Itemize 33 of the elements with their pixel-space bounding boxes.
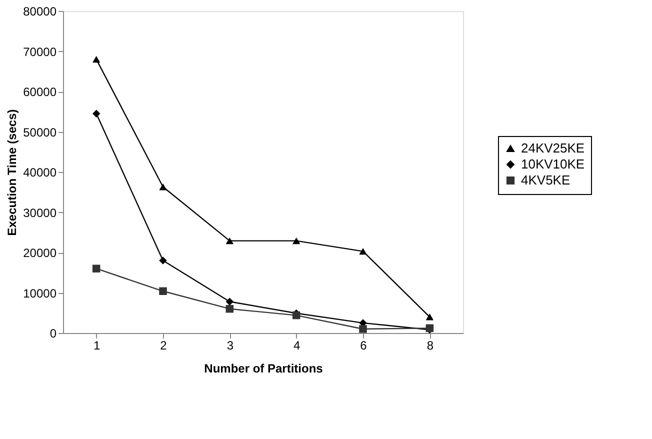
x-tick-label: 6 xyxy=(360,338,368,352)
point xyxy=(159,287,167,296)
x-tick-label: 4 xyxy=(293,338,300,352)
point xyxy=(226,298,234,306)
point xyxy=(226,237,234,244)
y-tick-label: 40000 xyxy=(23,166,57,180)
y-tick-label: 20000 xyxy=(23,246,57,260)
point xyxy=(426,314,434,320)
point xyxy=(292,237,300,244)
x-tick-label: 8 xyxy=(426,338,434,352)
y-axis-title: Execution Time (secs) xyxy=(5,109,20,236)
point xyxy=(226,304,234,313)
point xyxy=(159,256,167,264)
legend-label: 10KV10KE xyxy=(521,156,585,172)
y-tick-label: 60000 xyxy=(23,85,57,99)
x-tick-label: 3 xyxy=(226,338,234,352)
point xyxy=(92,56,100,63)
y-tick-label: 0 xyxy=(50,326,57,340)
x-axis-title: Number of Partitions xyxy=(204,362,324,376)
point xyxy=(92,110,100,118)
x-tick-label: 2 xyxy=(160,338,168,352)
legend-label: 4KV5KE xyxy=(521,172,570,188)
point xyxy=(159,184,167,190)
y-tick-label: 10000 xyxy=(23,286,57,300)
point xyxy=(359,325,367,333)
y-tick-label: 70000 xyxy=(23,44,57,59)
x-tick-label: 1 xyxy=(93,338,100,352)
y-tick-label: 30000 xyxy=(23,206,57,220)
point xyxy=(359,248,367,255)
y-tick-label: 50000 xyxy=(23,125,57,140)
point xyxy=(92,264,100,272)
legend-label: 24KV25KE xyxy=(521,140,585,156)
y-tick-label: 80000 xyxy=(23,4,57,18)
